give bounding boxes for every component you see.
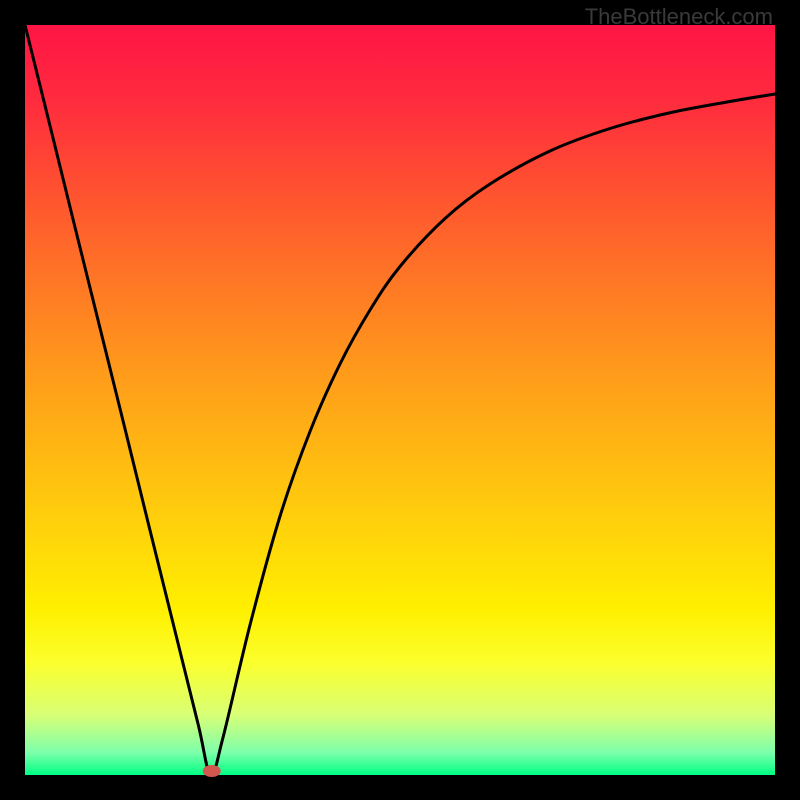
- gradient-panel: [25, 25, 775, 775]
- figure-root: TheBottleneck.com: [0, 0, 800, 800]
- background-svg: [0, 0, 800, 800]
- watermark-text: TheBottleneck.com: [585, 4, 773, 30]
